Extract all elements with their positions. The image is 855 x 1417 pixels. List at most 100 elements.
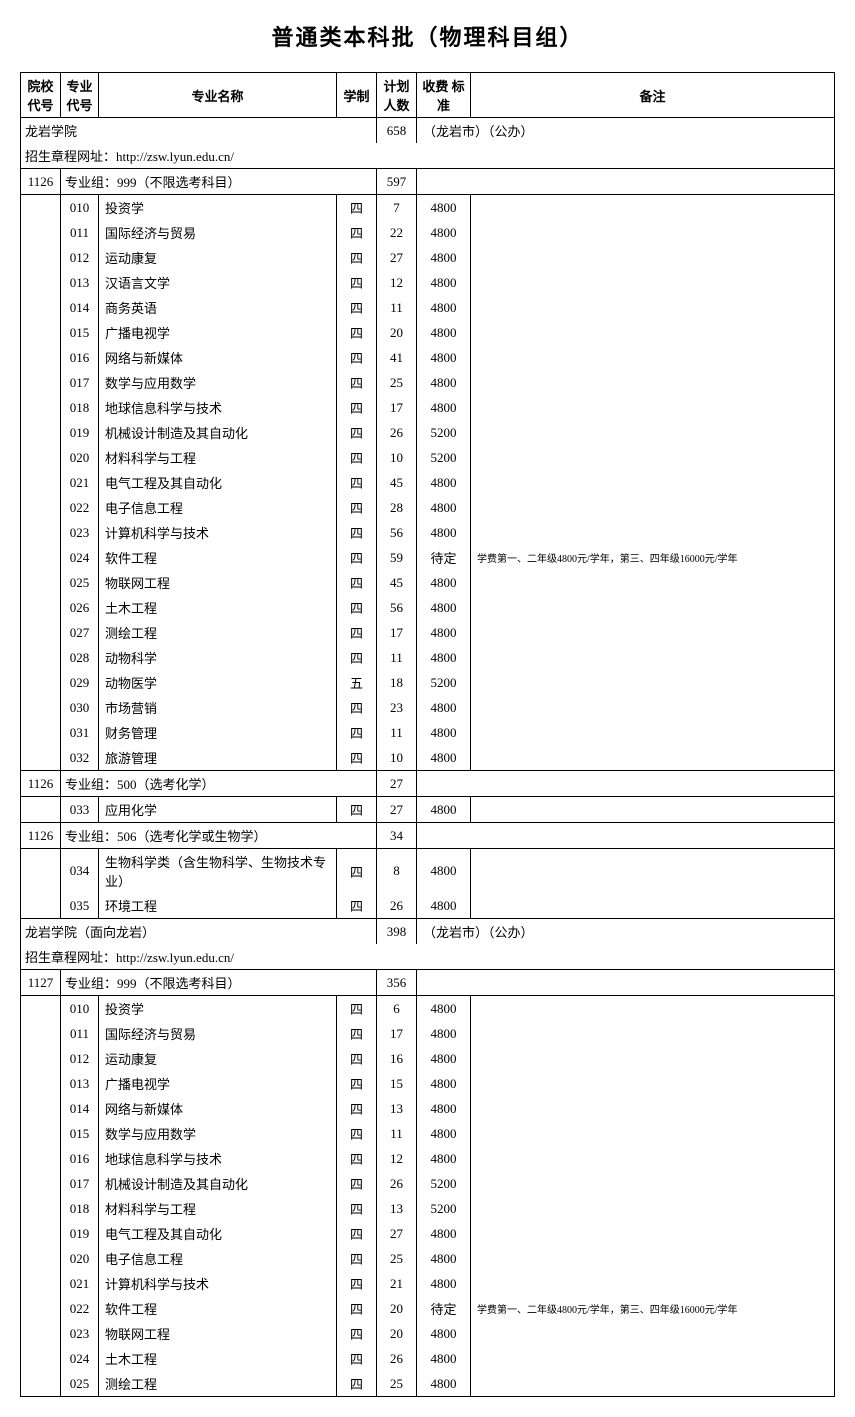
group-remark-blank: [417, 771, 835, 797]
cell-major-code: 026: [61, 595, 99, 620]
cell-school-code: [21, 1096, 61, 1121]
major-row: 025 测绘工程 四 25 4800: [21, 1371, 835, 1397]
cell-major-code: 017: [61, 370, 99, 395]
cell-duration: 四: [337, 1371, 377, 1397]
cell-school-code: [21, 220, 61, 245]
cell-major-name: 广播电视学: [99, 320, 337, 345]
cell-major-code: 010: [61, 996, 99, 1022]
cell-duration: 四: [337, 1221, 377, 1246]
cell-plan: 13: [377, 1196, 417, 1221]
cell-major-code: 033: [61, 797, 99, 823]
cell-fee: 5200: [417, 445, 471, 470]
cell-fee: 4800: [417, 270, 471, 295]
cell-major-code: 016: [61, 345, 99, 370]
school-total-plan: 398: [377, 919, 417, 945]
cell-plan: 25: [377, 1371, 417, 1397]
cell-fee: 5200: [417, 1196, 471, 1221]
cell-remark: [471, 470, 835, 495]
group-plan: 597: [377, 169, 417, 195]
cell-major-name: 计算机科学与技术: [99, 520, 337, 545]
cell-plan: 10: [377, 745, 417, 771]
cell-duration: 四: [337, 395, 377, 420]
cell-remark: [471, 370, 835, 395]
cell-fee: 5200: [417, 1171, 471, 1196]
cell-major-code: 021: [61, 470, 99, 495]
cell-plan: 16: [377, 1046, 417, 1071]
cell-fee: 5200: [417, 670, 471, 695]
cell-fee: 4800: [417, 1146, 471, 1171]
group-remark-blank: [417, 823, 835, 849]
cell-major-code: 018: [61, 395, 99, 420]
cell-major-name: 汉语言文学: [99, 270, 337, 295]
cell-plan: 56: [377, 595, 417, 620]
cell-school-code: [21, 1221, 61, 1246]
cell-major-code: 020: [61, 1246, 99, 1271]
major-row: 012 运动康复 四 27 4800: [21, 245, 835, 270]
major-row: 011 国际经济与贸易 四 17 4800: [21, 1021, 835, 1046]
cell-major-name: 计算机科学与技术: [99, 1271, 337, 1296]
cell-major-code: 014: [61, 1096, 99, 1121]
cell-plan: 20: [377, 1296, 417, 1321]
cell-plan: 12: [377, 1146, 417, 1171]
cell-major-name: 电气工程及其自动化: [99, 1221, 337, 1246]
cell-fee: 4800: [417, 295, 471, 320]
cell-remark: [471, 745, 835, 771]
cell-fee: 4800: [417, 1271, 471, 1296]
cell-school-code: [21, 1346, 61, 1371]
cell-plan: 21: [377, 1271, 417, 1296]
major-row: 019 机械设计制造及其自动化 四 26 5200: [21, 420, 835, 445]
cell-major-name: 环境工程: [99, 893, 337, 919]
cell-major-name: 应用化学: [99, 797, 337, 823]
major-group-row: 1126 专业组：999（不限选考科目） 597: [21, 169, 835, 195]
cell-duration: 四: [337, 745, 377, 771]
cell-duration: 四: [337, 1171, 377, 1196]
cell-major-name: 财务管理: [99, 720, 337, 745]
cell-major-code: 035: [61, 893, 99, 919]
cell-plan: 41: [377, 345, 417, 370]
cell-fee: 4800: [417, 1046, 471, 1071]
cell-major-code: 013: [61, 1071, 99, 1096]
cell-duration: 四: [337, 1046, 377, 1071]
cell-remark: [471, 270, 835, 295]
cell-duration: 四: [337, 320, 377, 345]
cell-school-code: [21, 1296, 61, 1321]
major-row: 013 汉语言文学 四 12 4800: [21, 270, 835, 295]
cell-plan: 27: [377, 245, 417, 270]
cell-duration: 四: [337, 370, 377, 395]
cell-school-code: [21, 1171, 61, 1196]
major-group-row: 1126 专业组：506（选考化学或生物学） 34: [21, 823, 835, 849]
cell-duration: 四: [337, 420, 377, 445]
school-row: 龙岩学院 658 （龙岩市）（公办）: [21, 118, 835, 144]
cell-major-name: 材料科学与工程: [99, 445, 337, 470]
cell-major-code: 012: [61, 1046, 99, 1071]
cell-plan: 20: [377, 1321, 417, 1346]
header-major-code: 专业 代号: [61, 73, 99, 118]
cell-remark: [471, 1371, 835, 1397]
cell-duration: 四: [337, 445, 377, 470]
cell-school-code: [21, 1196, 61, 1221]
cell-plan: 28: [377, 495, 417, 520]
cell-major-code: 023: [61, 1321, 99, 1346]
group-plan: 356: [377, 970, 417, 996]
cell-major-name: 机械设计制造及其自动化: [99, 1171, 337, 1196]
cell-duration: 四: [337, 1021, 377, 1046]
cell-remark: [471, 495, 835, 520]
major-row: 016 网络与新媒体 四 41 4800: [21, 345, 835, 370]
cell-major-name: 物联网工程: [99, 1321, 337, 1346]
cell-major-name: 土木工程: [99, 595, 337, 620]
cell-school-code: [21, 520, 61, 545]
cell-remark: [471, 1196, 835, 1221]
cell-school-code: [21, 1271, 61, 1296]
cell-major-code: 027: [61, 620, 99, 645]
school-total-plan: 658: [377, 118, 417, 144]
cell-fee: 4800: [417, 1321, 471, 1346]
cell-plan: 22: [377, 220, 417, 245]
cell-fee: 4800: [417, 1346, 471, 1371]
cell-major-name: 国际经济与贸易: [99, 1021, 337, 1046]
cell-remark: [471, 620, 835, 645]
major-row: 019 电气工程及其自动化 四 27 4800: [21, 1221, 835, 1246]
cell-school-code: [21, 595, 61, 620]
cell-fee: 4800: [417, 195, 471, 221]
admissions-table: 院校 代号 专业 代号 专业名称 学制 计划 人数 收费 标准 备注 龙岩学院 …: [20, 72, 835, 1397]
cell-school-code: [21, 1046, 61, 1071]
